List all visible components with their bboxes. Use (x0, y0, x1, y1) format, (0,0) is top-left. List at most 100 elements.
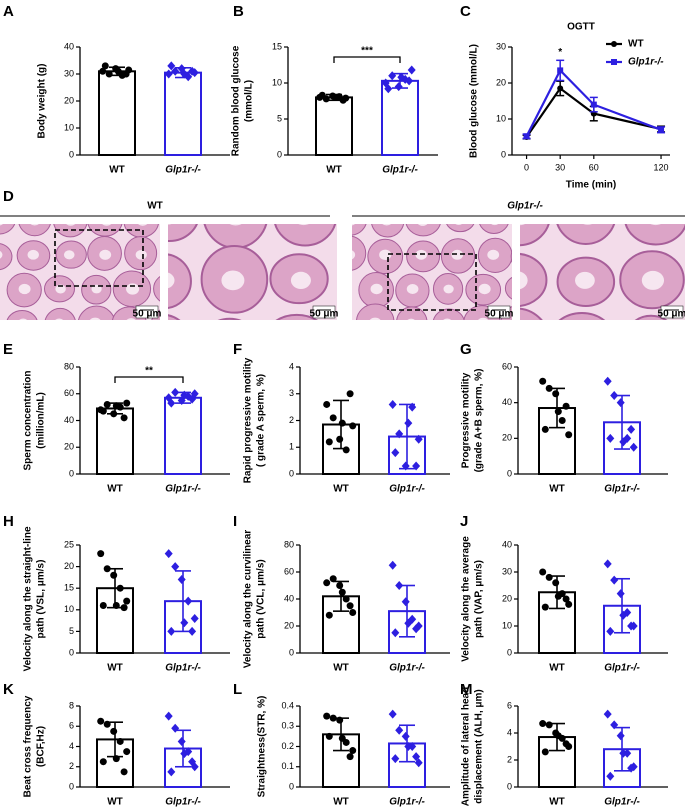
y-axis-label: path (VAP, μm/s) (474, 560, 485, 638)
data-point (123, 748, 131, 756)
data-point (545, 384, 553, 392)
y-tick-label: 15 (272, 41, 282, 51)
data-point (558, 417, 566, 424)
data-point (325, 732, 333, 740)
y-tick-label: 60 (284, 566, 294, 576)
data-point (401, 461, 410, 471)
y-axis-label: (grade A+B sperm, %) (474, 369, 485, 473)
data-point (404, 418, 413, 428)
data-point (557, 67, 564, 74)
lumen (382, 224, 391, 226)
y-tick-label: 10 (64, 122, 74, 132)
data-point (342, 446, 350, 454)
data-point (606, 771, 615, 781)
lumen (406, 284, 419, 294)
data-point (123, 399, 131, 407)
y-tick-label: 0 (69, 647, 74, 657)
x-tick-label: WT (107, 797, 123, 808)
data-point (110, 571, 118, 579)
lumen (66, 224, 76, 226)
data-point (120, 414, 128, 422)
data-point (388, 560, 397, 570)
y-axis-label: Velocity along the average (461, 536, 472, 662)
data-point (627, 424, 636, 434)
panel-label: G (460, 341, 472, 358)
y-axis-label: path (VCL, μm/s) (256, 559, 267, 638)
y-tick-label: 0.3 (281, 721, 294, 731)
x-axis-label: Time (min) (566, 180, 616, 191)
x-tick-label: WT (333, 797, 349, 808)
data-point (188, 394, 197, 404)
lumen (89, 317, 101, 320)
y-tick-label: 15 (64, 583, 74, 593)
data-point (539, 568, 547, 576)
data-point (562, 740, 570, 748)
data-point (397, 72, 406, 82)
lumen (478, 317, 489, 320)
lumen (19, 318, 28, 320)
y-tick-label: 0 (69, 149, 74, 159)
data-point (323, 579, 331, 587)
histology-image (0, 224, 160, 320)
data-point (552, 579, 560, 587)
data-point (405, 76, 414, 86)
data-point (171, 387, 180, 397)
data-point (395, 581, 404, 590)
y-axis-label: Progressive motility (461, 372, 472, 468)
tubule (274, 224, 337, 247)
y-tick-label: 0 (507, 468, 512, 478)
lumen (126, 318, 136, 320)
data-point (395, 725, 404, 735)
lumen (570, 335, 594, 355)
tubule (520, 307, 543, 320)
y-tick-label: 60 (502, 361, 512, 371)
group-title: WT (147, 201, 163, 212)
scale-bar-label: 50 μm (133, 309, 162, 320)
data-point (401, 731, 410, 741)
legend-label: Glp1r-/- (628, 57, 664, 68)
y-tick-label: 2 (507, 754, 512, 764)
chart-title: OGTT (567, 22, 595, 33)
legend-marker (611, 41, 617, 47)
data-point (545, 721, 553, 729)
tubule (352, 224, 367, 236)
y-tick-label: 0 (289, 468, 294, 478)
data-point (629, 442, 638, 452)
data-point (164, 69, 173, 79)
data-point (318, 91, 326, 99)
data-point (554, 592, 562, 600)
data-point (177, 736, 186, 746)
y-tick-label: 25 (64, 539, 74, 549)
data-point (557, 85, 564, 92)
data-point (562, 402, 570, 410)
y-tick-label: 6 (507, 700, 512, 710)
x-tick-label: Glp1r-/- (604, 797, 640, 808)
data-point (171, 562, 180, 572)
data-point (122, 70, 130, 78)
data-point (619, 610, 628, 620)
data-point (101, 62, 109, 70)
panel-label: M (460, 681, 473, 698)
histology-image (168, 224, 337, 320)
data-point (408, 402, 417, 412)
data-point (412, 624, 421, 634)
y-tick-label: 0.4 (281, 700, 294, 710)
tubule (0, 224, 16, 235)
lumen (135, 250, 147, 260)
data-point (395, 429, 404, 439)
data-point (188, 757, 197, 767)
data-point (99, 67, 107, 75)
data-point (339, 96, 347, 104)
data-point (606, 433, 615, 443)
tubule (356, 303, 395, 320)
data-point (627, 763, 636, 773)
data-point (616, 731, 625, 741)
y-tick-label: 0 (289, 647, 294, 657)
data-point (116, 584, 124, 592)
data-point (539, 377, 547, 385)
data-point (404, 742, 413, 751)
lumen (369, 317, 381, 320)
data-point (541, 748, 549, 756)
y-tick-label: 0 (69, 781, 74, 791)
